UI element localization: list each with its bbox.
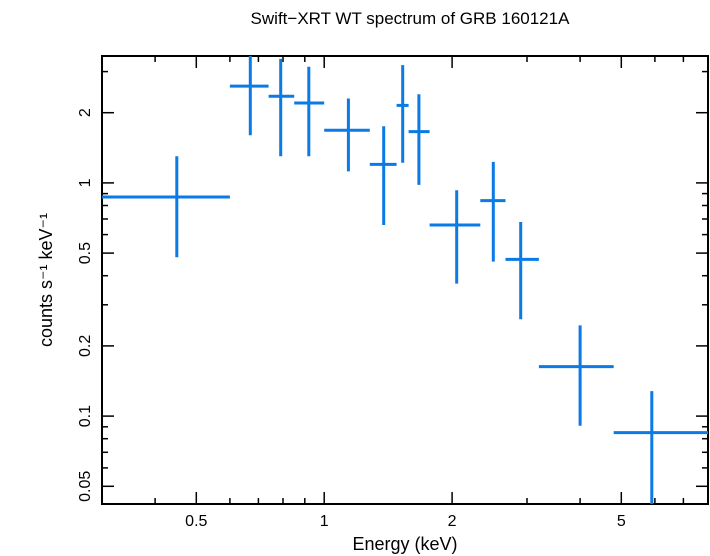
data-point bbox=[505, 222, 539, 320]
chart-title: Swift−XRT WT spectrum of GRB 160121A bbox=[251, 9, 571, 28]
data-points bbox=[102, 56, 708, 504]
plot-frame bbox=[101, 55, 709, 505]
data-point bbox=[429, 190, 481, 284]
data-point bbox=[369, 126, 397, 225]
data-point bbox=[268, 58, 295, 157]
x-axis-label: Energy (keV) bbox=[352, 534, 457, 554]
y-tick-label: 0.1 bbox=[77, 405, 94, 427]
data-point bbox=[229, 56, 269, 136]
data-point bbox=[408, 94, 430, 185]
data-point bbox=[324, 98, 370, 172]
y-axis-ticks: 0.05 0.1 0.2 0.5 1 2 bbox=[77, 70, 708, 502]
x-tick-label: 5 bbox=[617, 513, 626, 530]
y-tick-label: 0.05 bbox=[77, 471, 94, 502]
data-point bbox=[396, 65, 409, 163]
data-point bbox=[613, 391, 708, 504]
x-tick-label: 1 bbox=[320, 513, 329, 530]
data-point bbox=[538, 325, 614, 426]
y-tick-label: 0.2 bbox=[77, 335, 94, 357]
y-tick-label: 0.5 bbox=[77, 242, 94, 264]
data-point bbox=[102, 156, 230, 258]
data-point bbox=[294, 66, 325, 157]
y-axis-label: counts s⁻¹ keV⁻¹ bbox=[36, 213, 56, 347]
data-point bbox=[480, 161, 506, 262]
x-tick-label: 2 bbox=[448, 513, 457, 530]
y-tick-label: 1 bbox=[77, 178, 94, 187]
y-tick-label: 2 bbox=[77, 108, 94, 117]
x-axis-ticks: 0.5 1 2 5 bbox=[101, 56, 685, 530]
x-tick-label: 0.5 bbox=[185, 513, 207, 530]
